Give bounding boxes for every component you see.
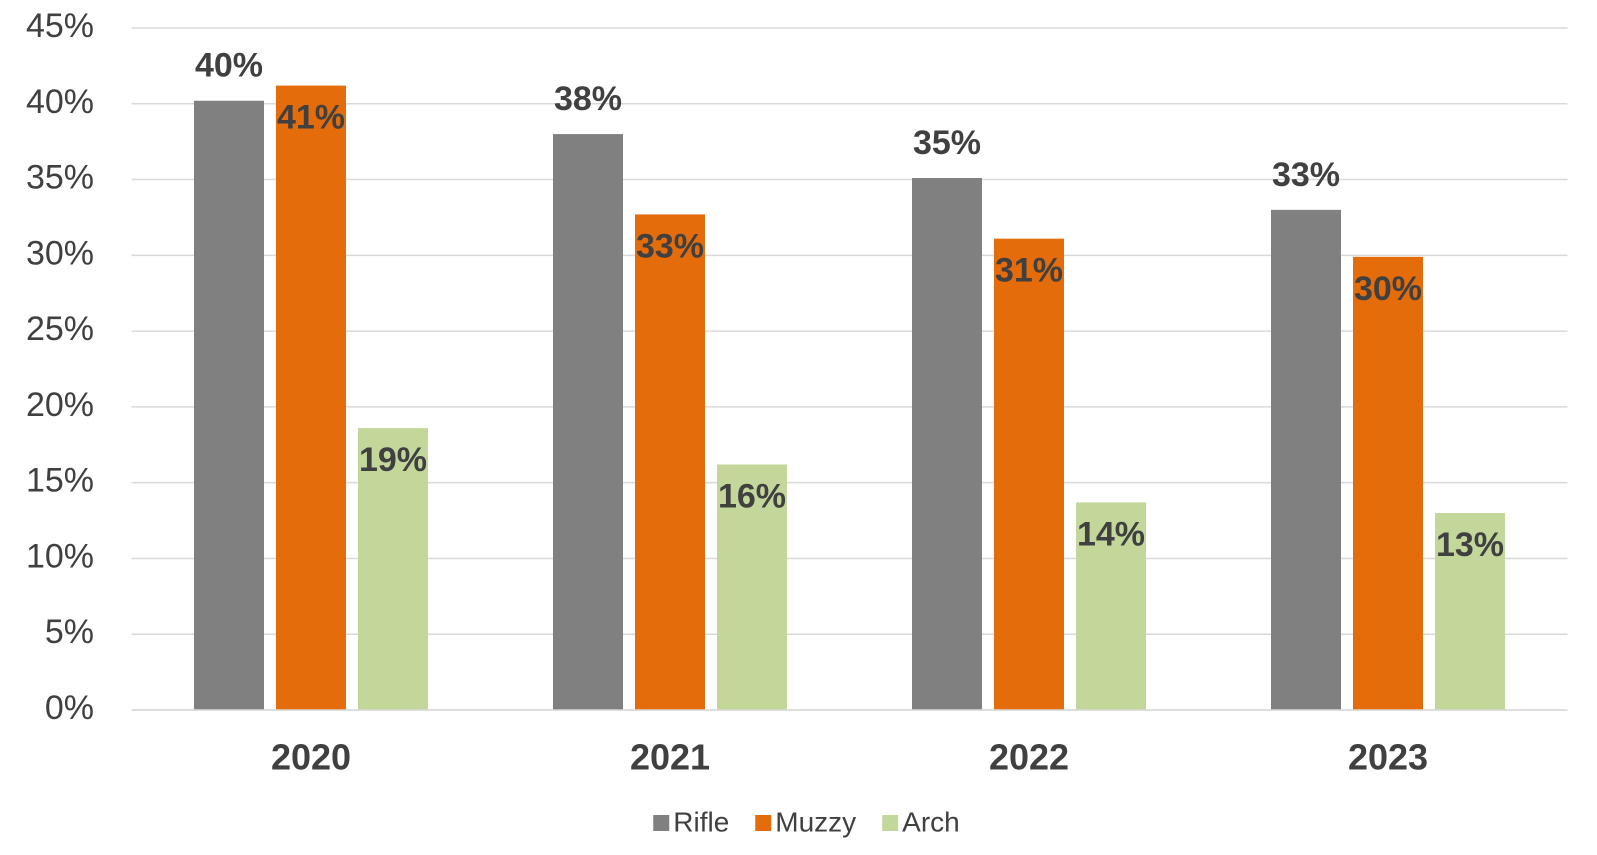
legend-label: Arch bbox=[902, 806, 960, 837]
data-label: 40% bbox=[195, 47, 263, 85]
bar bbox=[276, 85, 346, 710]
bar bbox=[1435, 512, 1505, 710]
data-label: 41% bbox=[277, 99, 345, 137]
bar bbox=[1353, 256, 1423, 710]
y-tick-label: 35% bbox=[26, 159, 94, 197]
y-tick-label: 40% bbox=[26, 83, 94, 121]
bar bbox=[1271, 209, 1341, 710]
x-tick-label: 2020 bbox=[271, 737, 351, 778]
y-tick-label: 10% bbox=[26, 537, 94, 575]
data-label: 33% bbox=[636, 227, 704, 265]
y-tick-label: 20% bbox=[26, 386, 94, 424]
data-label: 16% bbox=[718, 477, 786, 515]
bar bbox=[358, 428, 428, 710]
bar bbox=[912, 178, 982, 711]
y-tick-label: 30% bbox=[26, 234, 94, 272]
data-label: 35% bbox=[913, 124, 981, 162]
x-tick-label: 2021 bbox=[630, 737, 710, 778]
legend-swatch bbox=[653, 815, 670, 831]
bar bbox=[994, 238, 1064, 710]
legend-swatch bbox=[755, 815, 772, 831]
legend-label: Rifle bbox=[673, 806, 729, 837]
data-label: 13% bbox=[1436, 526, 1504, 564]
data-label: 19% bbox=[359, 441, 427, 479]
bar bbox=[717, 464, 787, 710]
legend-label: Muzzy bbox=[775, 806, 856, 837]
x-tick-label: 2022 bbox=[989, 737, 1069, 778]
x-tick-label: 2023 bbox=[1348, 737, 1428, 778]
data-label: 31% bbox=[995, 252, 1063, 290]
bar bbox=[635, 214, 705, 710]
bar bbox=[1076, 502, 1146, 710]
bar bbox=[194, 100, 264, 711]
data-label: 38% bbox=[554, 80, 622, 118]
y-tick-label: 45% bbox=[26, 7, 94, 45]
data-label: 30% bbox=[1354, 270, 1422, 308]
y-tick-label: 0% bbox=[45, 689, 94, 727]
data-label: 14% bbox=[1077, 515, 1145, 553]
data-label: 33% bbox=[1272, 156, 1340, 194]
y-tick-label: 25% bbox=[26, 310, 94, 348]
legend-swatch bbox=[882, 815, 899, 831]
y-tick-label: 5% bbox=[45, 613, 94, 651]
y-tick-label: 15% bbox=[26, 462, 94, 500]
bar bbox=[553, 134, 623, 711]
